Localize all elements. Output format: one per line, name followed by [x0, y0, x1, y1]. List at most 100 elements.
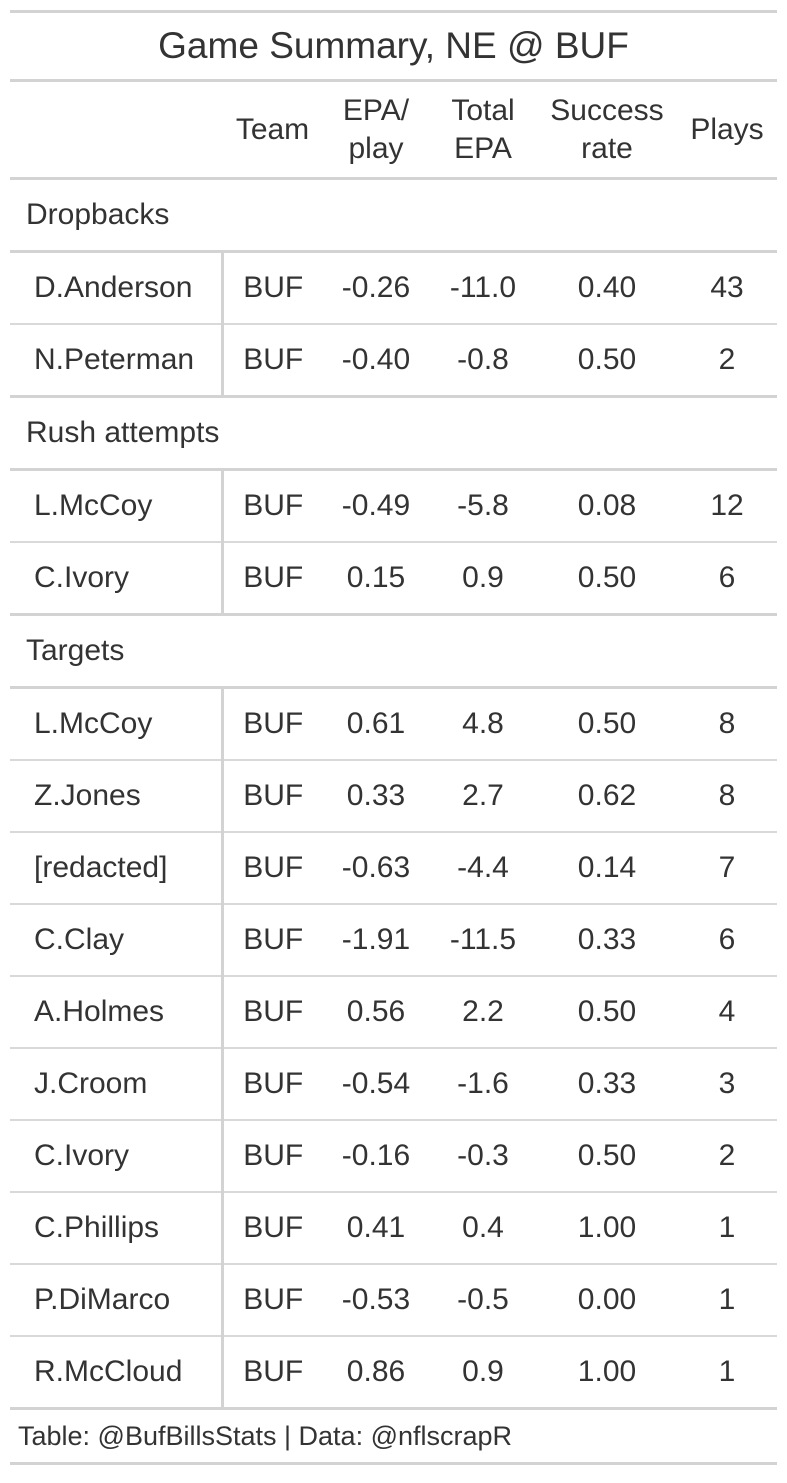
table-row: R.McCloud BUF 0.86 0.9 1.00 1 [10, 1336, 777, 1409]
cell-success-rate: 1.00 [577, 1355, 637, 1388]
header-success-rate-line1: Success [550, 93, 664, 127]
header-epa-play: EPA/play [323, 82, 429, 179]
cell-epa-play: -1.91 [341, 923, 411, 956]
table-row: A.Holmes BUF 0.56 2.2 0.50 4 [10, 976, 777, 1048]
cell-epa-play: -0.49 [341, 489, 411, 522]
cell-total-epa: -11.5 [449, 923, 517, 956]
cell-success-rate: 0.50 [577, 1139, 637, 1172]
cell-player-name: Z.Jones [10, 760, 224, 832]
table-title: Game Summary, NE @ BUF [158, 25, 629, 66]
table-row: Z.Jones BUF 0.33 2.7 0.62 8 [10, 760, 777, 832]
cell-total-epa: 4.8 [462, 707, 504, 740]
cell-player-name: L.McCoy [10, 469, 224, 542]
cell-player-name: C.Ivory [10, 1120, 224, 1192]
cell-plays: 12 [710, 489, 744, 522]
cell-team: BUF [243, 779, 304, 812]
header-name [10, 82, 222, 179]
cell-total-epa: 0.4 [462, 1211, 504, 1244]
cell-total-epa: -0.3 [457, 1139, 509, 1172]
cell-team: BUF [243, 923, 304, 956]
title-rule [10, 79, 777, 82]
header-total-epa-line2: EPA [454, 131, 512, 165]
header-success-rate-line2: rate [581, 131, 633, 165]
cell-total-epa: -5.8 [457, 489, 509, 522]
summary-table-container: Game Summary, NE @ BUF Team EPA/play Tot… [10, 10, 777, 1465]
cell-plays: 43 [710, 271, 744, 304]
header-total-epa: Total EPA [429, 82, 537, 179]
cell-success-rate: 0.62 [577, 779, 637, 812]
cell-epa-play: -0.40 [341, 343, 411, 376]
cell-epa-play: -0.16 [341, 1139, 411, 1172]
table-row: J.Croom BUF -0.54 -1.6 0.33 3 [10, 1048, 777, 1120]
cell-plays: 3 [718, 1067, 736, 1100]
cell-success-rate: 0.50 [577, 343, 637, 376]
top-rule [10, 10, 777, 13]
cell-team: BUF [243, 1139, 304, 1172]
table-row: D.Anderson BUF -0.26 -11.0 0.40 43 [10, 251, 777, 324]
cell-success-rate: 0.50 [577, 995, 637, 1028]
group-header-row: Dropbacks [10, 179, 777, 252]
stats-table: Team EPA/play Total EPA Success rate Plays… [10, 82, 777, 1410]
cell-epa-play: 0.33 [346, 779, 406, 812]
table-row: C.Ivory BUF -0.16 -0.3 0.50 2 [10, 1120, 777, 1192]
cell-team: BUF [243, 271, 304, 304]
cell-player-name: A.Holmes [10, 976, 224, 1048]
cell-player-name: N.Peterman [10, 324, 224, 397]
bottom-rule [10, 1462, 777, 1465]
cell-player-name: C.Phillips [10, 1192, 224, 1264]
cell-success-rate: 0.33 [577, 1067, 637, 1100]
cell-success-rate: 0.14 [577, 851, 637, 884]
group-label: Targets [26, 634, 125, 667]
header-plays: Plays [690, 112, 764, 146]
group-label: Rush attempts [26, 416, 220, 449]
cell-plays: 4 [718, 995, 736, 1028]
cell-epa-play: -0.26 [341, 271, 411, 304]
cell-total-epa: -0.8 [457, 343, 509, 376]
table-row: C.Ivory BUF 0.15 0.9 0.50 6 [10, 542, 777, 615]
cell-plays: 1 [718, 1355, 736, 1388]
table-row: [redacted] BUF -0.63 -4.4 0.14 7 [10, 832, 777, 904]
table-row: C.Phillips BUF 0.41 0.4 1.00 1 [10, 1192, 777, 1264]
cell-team: BUF [243, 561, 304, 594]
table-row: L.McCoy BUF -0.49 -5.8 0.08 12 [10, 469, 777, 542]
cell-epa-play: 0.86 [346, 1355, 406, 1388]
cell-plays: 2 [718, 1139, 736, 1172]
cell-success-rate: 0.40 [577, 271, 637, 304]
cell-player-name: J.Croom [10, 1048, 224, 1120]
header-row: Team EPA/play Total EPA Success rate Plays [10, 82, 777, 179]
table-footer: Table: @BufBillsStats | Data: @nflscrapR [18, 1421, 513, 1451]
cell-total-epa: 2.2 [462, 995, 504, 1028]
header-epa-play-line1: EPA/ [342, 93, 410, 127]
cell-player-name: P.DiMarco [10, 1264, 224, 1336]
cell-total-epa: -11.0 [449, 271, 517, 304]
cell-team: BUF [243, 1067, 304, 1100]
cell-plays: 6 [718, 923, 736, 956]
cell-total-epa: 0.9 [462, 561, 504, 594]
cell-plays: 2 [718, 343, 736, 376]
cell-epa-play: 0.61 [346, 707, 406, 740]
cell-total-epa: -0.5 [457, 1283, 509, 1316]
cell-total-epa: 0.9 [462, 1355, 504, 1388]
cell-player-name: [redacted] [10, 832, 224, 904]
cell-team: BUF [243, 489, 304, 522]
cell-player-name: L.McCoy [10, 687, 224, 760]
cell-epa-play: -0.53 [341, 1283, 411, 1316]
header-team: Team [235, 112, 310, 146]
header-epa-play-line2: play [348, 131, 404, 165]
table-row: L.McCoy BUF 0.61 4.8 0.50 8 [10, 687, 777, 760]
group-header-row: Rush attempts [10, 397, 777, 470]
cell-success-rate: 0.33 [577, 923, 637, 956]
cell-epa-play: -0.54 [341, 1067, 411, 1100]
cell-team: BUF [243, 707, 304, 740]
cell-player-name: C.Ivory [10, 542, 224, 615]
cell-success-rate: 0.50 [577, 561, 637, 594]
cell-team: BUF [243, 343, 304, 376]
table-row: C.Clay BUF -1.91 -11.5 0.33 6 [10, 904, 777, 976]
cell-team: BUF [243, 851, 304, 884]
cell-player-name: C.Clay [10, 904, 224, 976]
cell-success-rate: 1.00 [577, 1211, 637, 1244]
cell-team: BUF [243, 1211, 304, 1244]
cell-epa-play: 0.15 [346, 561, 406, 594]
cell-player-name: R.McCloud [10, 1336, 224, 1409]
cell-epa-play: -0.63 [341, 851, 411, 884]
